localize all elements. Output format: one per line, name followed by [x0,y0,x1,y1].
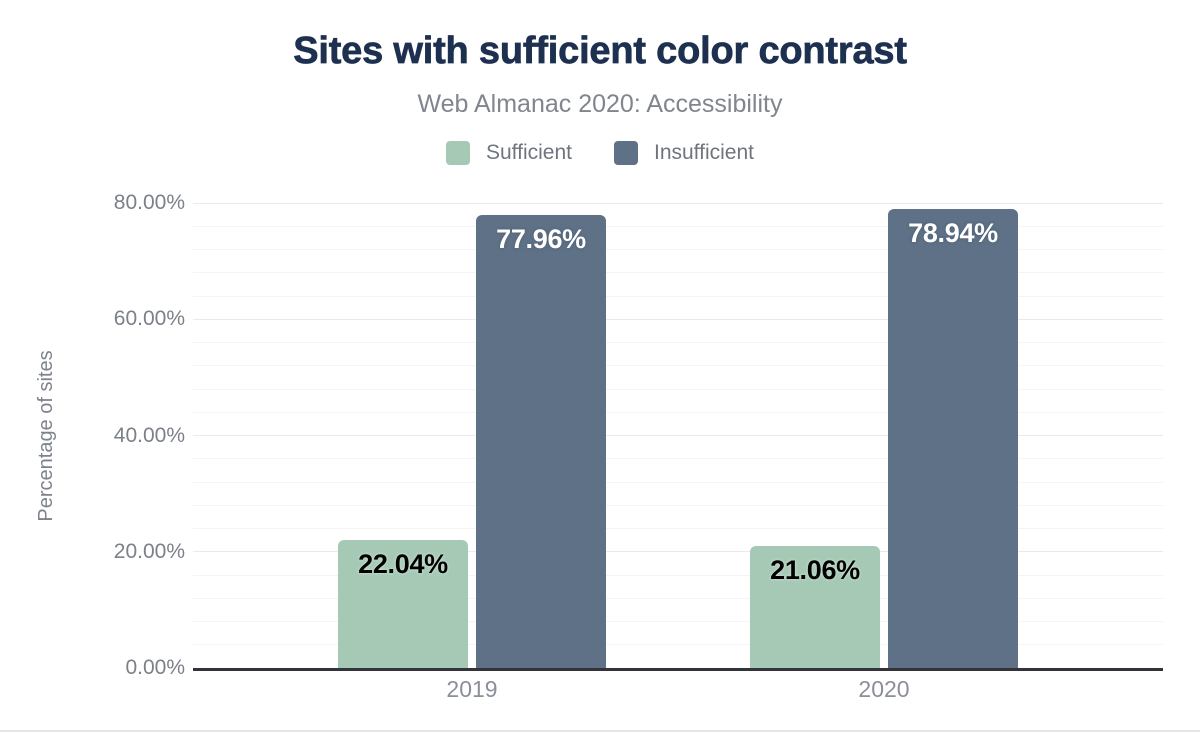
y-tick-label: 60.00% [113,307,185,331]
legend-swatch-icon [445,141,470,165]
minor-gridline [193,249,1163,250]
x-tick-label-2020: 2020 [858,676,910,702]
minor-gridline [193,574,1163,576]
y-tick-label: 40.00% [113,423,185,447]
minor-gridline [193,504,1163,506]
bar-value-label: 22.04% [358,548,448,579]
legend-item-label: Insufficient [653,141,754,164]
y-tick-label: 80.00% [113,191,185,214]
minor-gridline [193,644,1163,646]
x-axis-line [193,668,1163,671]
minor-gridline [193,621,1163,622]
bar-value-label: 78.94% [908,218,998,249]
minor-gridline [193,272,1163,274]
bar-2020-insufficient: 78.94% [888,209,1018,668]
y-tick-label: 0.00% [125,656,185,679]
bar-2020-sufficient: 21.06% [750,545,880,668]
legend: Sufficient Insufficient [0,141,1200,165]
minor-gridline [193,365,1163,367]
bar-value-label: 77.96% [496,223,586,254]
legend-item-label: Sufficient [485,141,572,164]
minor-gridline [193,388,1163,390]
minor-gridline [193,342,1163,343]
minor-gridline [193,528,1163,529]
bar-value-label: 21.06% [770,554,860,585]
legend-swatch-icon [613,141,638,165]
bottom-divider [0,730,1200,732]
legend-item-sufficient: Sufficient [445,141,572,165]
bar-2019-sufficient: 22.04% [338,539,468,668]
minor-gridline [193,481,1163,483]
chart-subtitle: Web Almanac 2020: Accessibility [417,90,783,118]
minor-gridline [193,295,1163,297]
minor-gridline [193,597,1163,599]
minor-gridline [193,458,1163,460]
major-gridline [193,551,1163,553]
x-tick-label-2019: 2019 [446,676,498,702]
plot-area: 22.04% 77.96% 21.06% 78.94% [193,202,1163,671]
bar-2019-insufficient: 77.96% [476,214,606,668]
minor-gridline [193,411,1163,413]
minor-gridline [193,225,1163,227]
y-tick-label: 20.00% [113,539,185,563]
major-gridline [193,435,1163,436]
major-gridline [193,318,1163,320]
major-gridline [193,202,1163,204]
legend-item-insufficient: Insufficient [613,141,754,165]
chart-title: Sites with sufficient color contrast [293,30,907,73]
